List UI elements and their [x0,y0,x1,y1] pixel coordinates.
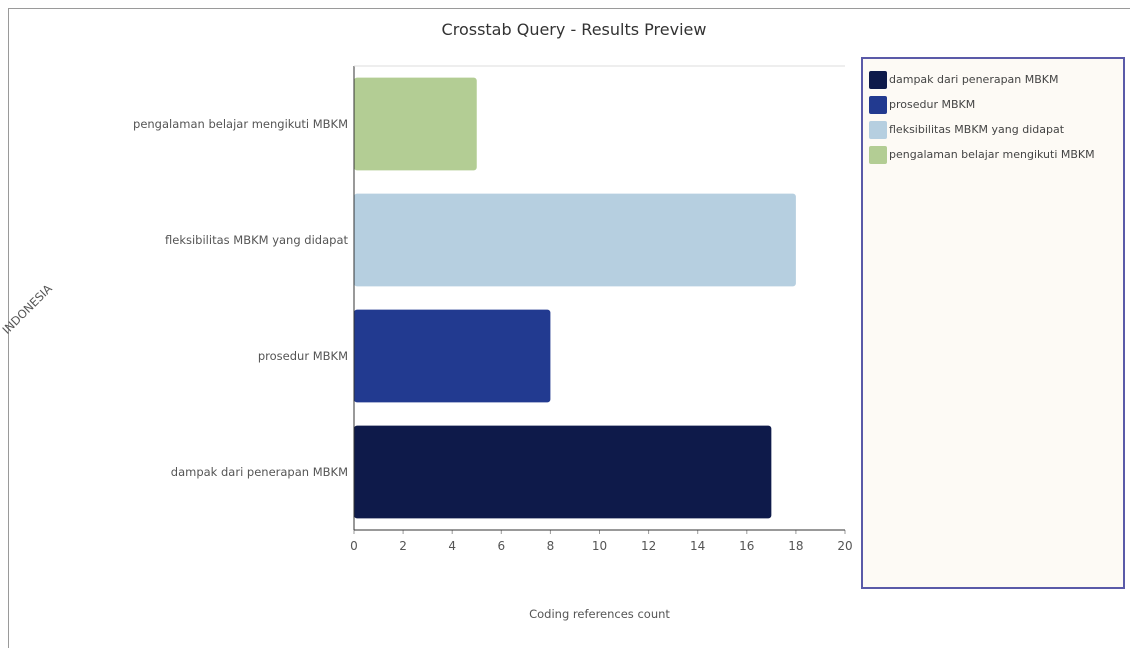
legend-label: pengalaman belajar mengikuti MBKM [889,148,1095,161]
x-tick-label: 6 [497,539,505,553]
bar[interactable] [354,193,796,287]
x-axis-ticks: 0 2 4 6 8 10 12 14 16 18 20 [350,530,853,553]
y-axis-title: INDONESIA [0,281,55,336]
x-tick-label: 14 [690,539,705,553]
legend-label: fleksibilitas MBKM yang didapat [889,123,1065,136]
x-tick-label: 2 [399,539,407,553]
x-tick-label: 10 [592,539,607,553]
x-tick-label: 16 [739,539,754,553]
chart-title: Crosstab Query - Results Preview [441,20,707,39]
legend-swatch [869,145,887,164]
legend-swatch [869,120,887,139]
category-labels: dampak dari penerapan MBKM prosedur MBKM f… [133,117,348,479]
x-tick-label: 8 [547,539,555,553]
x-axis-title: Coding references count [529,607,670,621]
chart-plot: dampak dari penerapan MBKM prosedur MBKM f… [0,65,853,621]
legend-label: dampak dari penerapan MBKM [889,73,1059,86]
bar[interactable] [354,425,772,519]
legend-item[interactable]: dampak dari penerapan MBKM [869,67,1117,92]
bar[interactable] [354,77,477,171]
category-label: fleksibilitas MBKM yang didapat [165,233,348,247]
legend-swatch [869,70,887,89]
category-label: pengalaman belajar mengikuti MBKM [133,117,348,131]
x-tick-label: 0 [350,539,358,553]
legend-item[interactable]: prosedur MBKM [869,92,1117,117]
bar[interactable] [354,309,551,403]
x-tick-label: 4 [448,539,456,553]
bars-group [354,77,796,519]
x-tick-label: 18 [788,539,803,553]
x-tick-label: 12 [641,539,656,553]
legend: dampak dari penerapan MBKM prosedur MBKM… [861,57,1125,589]
x-tick-label: 20 [837,539,852,553]
legend-label: prosedur MBKM [889,98,976,111]
legend-item[interactable]: pengalaman belajar mengikuti MBKM [869,142,1117,167]
chart-frame [8,8,1130,648]
legend-swatch [869,95,887,114]
category-label: prosedur MBKM [258,349,348,363]
legend-item[interactable]: fleksibilitas MBKM yang didapat [869,117,1117,142]
category-label: dampak dari penerapan MBKM [171,465,348,479]
